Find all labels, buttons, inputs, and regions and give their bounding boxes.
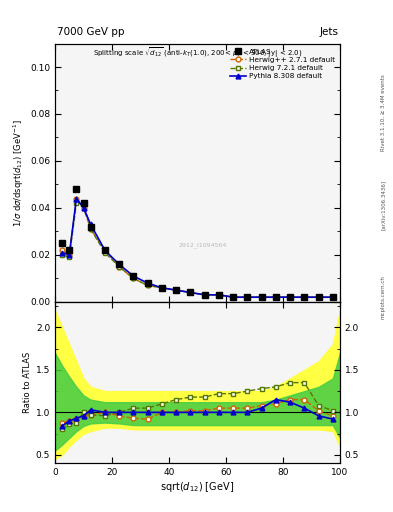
Y-axis label: 1/$\sigma$ d$\sigma$/dsqrt($d_{12}$) [GeV$^{-1}$]: 1/$\sigma$ d$\sigma$/dsqrt($d_{12}$) [Ge… (11, 119, 26, 226)
Text: Splitting scale $\sqrt{d_{12}}$ (anti-$k_T$(1.0), 200< $p_T$ < 300, |y| < 2.0): Splitting scale $\sqrt{d_{12}}$ (anti-$k… (93, 46, 302, 60)
Text: [arXiv:1306.3436]: [arXiv:1306.3436] (381, 180, 386, 230)
Text: 2912_I1094564: 2912_I1094564 (179, 242, 228, 248)
Legend: ATLAS, Herwig++ 2.7.1 default, Herwig 7.2.1 default, Pythia 8.308 default: ATLAS, Herwig++ 2.7.1 default, Herwig 7.… (227, 46, 338, 82)
Text: mcplots.cern.ch: mcplots.cern.ch (381, 275, 386, 319)
Text: Jets: Jets (320, 27, 339, 37)
Y-axis label: Ratio to ATLAS: Ratio to ATLAS (23, 352, 31, 413)
Text: Rivet 3.1.10, ≥ 3.4M events: Rivet 3.1.10, ≥ 3.4M events (381, 74, 386, 151)
Text: 7000 GeV pp: 7000 GeV pp (57, 27, 125, 37)
X-axis label: sqrt($d_{12}$) [GeV]: sqrt($d_{12}$) [GeV] (160, 480, 235, 494)
